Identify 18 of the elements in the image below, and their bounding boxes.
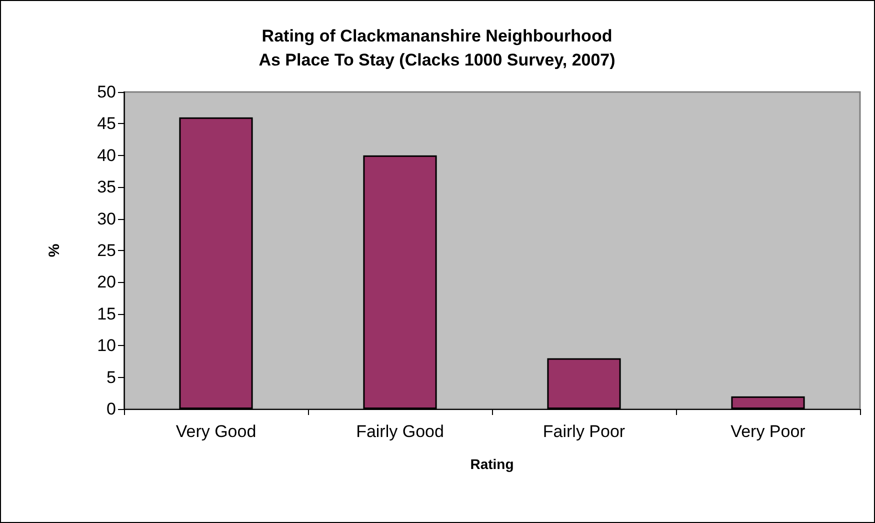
x-tick-label: Very Poor <box>730 422 806 441</box>
y-tick-label: 35 <box>97 178 116 197</box>
y-tick-label: 25 <box>97 241 116 260</box>
y-tick-label: 10 <box>97 336 116 356</box>
x-tick-label: Fairly Poor <box>542 422 626 441</box>
y-tick-label: 40 <box>97 146 116 165</box>
y-tick-label: 0 <box>106 400 116 418</box>
y-tick-label: 50 <box>97 82 116 102</box>
y-axis-title: % <box>46 244 63 258</box>
y-tick-label: 15 <box>97 304 116 324</box>
y-tick-label: 20 <box>97 272 116 292</box>
x-tick-label: Very Good <box>176 422 256 441</box>
y-tick-label: 5 <box>106 368 116 387</box>
y-tick-label: 30 <box>97 209 116 228</box>
x-tick-label: Fairly Good <box>356 422 444 441</box>
y-tick-label: 45 <box>97 114 116 134</box>
chart-title: Rating of Clackmananshire Neighbourhood As Place To Stay (Clacks 1000 Survey, 2007) <box>258 26 616 70</box>
x-axis-title: Rating <box>470 456 514 472</box>
